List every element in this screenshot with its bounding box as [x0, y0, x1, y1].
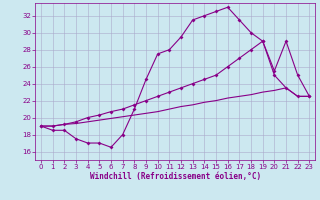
X-axis label: Windchill (Refroidissement éolien,°C): Windchill (Refroidissement éolien,°C) — [90, 172, 261, 181]
